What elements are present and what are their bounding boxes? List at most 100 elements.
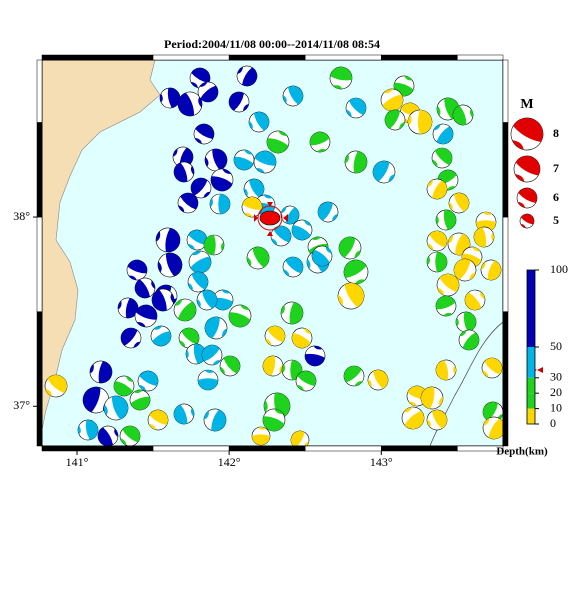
mechanism-lobe [271,238,278,246]
frame-segment [36,311,43,407]
mechanism-lobe [472,247,481,252]
mechanism-lobe [453,105,467,125]
mechanism-lobe [186,349,189,359]
mechanism [264,325,286,347]
mechanism-lobe [210,198,213,207]
mechanism-lobe [133,390,143,394]
mechanism-lobe [222,169,232,174]
mechanism-lobe [382,94,403,111]
mechanism-lobe [292,225,311,240]
mechanism-lobe [104,404,108,416]
mechanism-lobe [480,291,485,300]
mechanism-lobe [408,114,412,126]
mechanism-lobe [304,220,312,227]
mechanism-lobe [138,384,146,391]
event [259,210,281,226]
mechanism-lobe [292,333,311,348]
legend-label: 5 [553,213,559,227]
mechanism-lobe [223,356,240,374]
mechanism-lobe [173,148,178,157]
mechanism-lobe [462,332,479,350]
mechanism-lobe [427,418,431,428]
mechanism [266,130,290,154]
mechanism-lobe [197,298,201,308]
mechanism-lobe [242,104,249,112]
mechanism [426,251,448,273]
mechanism-lobe [307,258,311,269]
mechanism-lobe [435,252,447,272]
mechanism-lobe [443,312,453,316]
marker [267,202,273,207]
mechanism-lobe [198,378,218,390]
mechanism-lobe [454,259,471,280]
mechanism-lobe [121,328,138,346]
mechanism-lobe [313,346,323,350]
mechanism-lobe [222,328,227,338]
colorbar-label: 30 [550,370,562,384]
mechanism-lobe [149,410,168,425]
mechanism-lobe [348,98,366,116]
mechanism-lobe [432,410,447,429]
marker [283,214,288,222]
mechanism [177,91,203,117]
mechanism-lobe [187,243,195,250]
frame-segment [36,216,43,312]
mechanism-lobe [190,256,211,273]
mechanism-lobe [437,105,441,116]
mechanism-lobe [258,427,267,430]
mechanism [426,178,448,200]
mechanism-lobe [434,148,452,166]
frame-segment [304,54,382,61]
mechanism-lobe [133,341,141,348]
color-band [527,393,535,409]
frame-segment [381,54,458,61]
mechanism-lobe [202,345,220,362]
mechanism-lobe [373,370,388,389]
mechanism-lobe [205,317,220,339]
mechanism [380,88,404,112]
mechanism-lobe [484,358,502,375]
mechanism-lobe [325,246,332,254]
mechanism [262,408,286,432]
mechanism-lobe [221,290,231,294]
mechanism [291,219,313,241]
mechanism-lobe [211,409,226,431]
mechanism-lobe [373,161,390,182]
mechanism-lobe [128,275,137,280]
mechanism [251,426,271,446]
mechanism [432,123,454,145]
mechanism-lobe [432,159,438,167]
mechanism-lobe [274,409,284,414]
mechanism [173,298,197,322]
mechanism [134,277,156,299]
mechanism [282,85,304,107]
mechanism [304,345,326,367]
mechanism-lobe [491,232,494,242]
mechanism [190,177,212,199]
legend-label: 8 [553,126,559,140]
mechanism-lobe [190,165,194,175]
colorbar-label: 50 [550,339,562,353]
mechanism [196,289,218,311]
marker [254,214,258,222]
mechanism [453,258,477,282]
mechanism [159,87,181,109]
mechanism-lobe [285,257,303,274]
mechanism-lobe [291,431,305,448]
color-band [527,408,535,424]
mechanism [228,91,250,113]
mechanism-lobe [439,396,443,407]
mechanism-lobe [177,301,196,321]
mechanism-lobe [463,312,476,332]
colorbar-border [526,269,536,425]
mechanism [147,409,169,431]
mechanism-lobe [338,294,343,306]
mechanism-lobe [244,213,253,217]
mechanism-lobe [513,118,543,142]
mechanism-lobe [212,360,221,365]
mechanism [295,370,317,392]
mechanism-lobe [167,88,180,108]
mechanism-lobe [152,331,171,346]
mechanism-lobe [229,312,251,327]
mechanism-lobe [427,243,434,251]
